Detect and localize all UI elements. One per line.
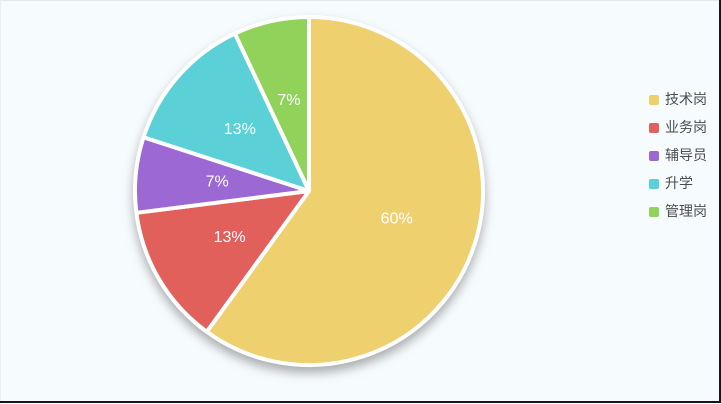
legend-color-swatch [649, 94, 659, 105]
slice-percentage-label: 13% [214, 229, 246, 246]
legend-color-swatch [649, 178, 659, 189]
legend-item-label: 辅导员 [665, 147, 707, 163]
slice-percentage-label: 13% [224, 121, 256, 138]
legend-item-4[interactable]: 管理岗 [649, 200, 707, 223]
pie-slice-0[interactable] [204, 15, 486, 367]
legend-item-0[interactable]: 技术岗 [649, 88, 707, 111]
slice-percentage-label: 7% [277, 92, 300, 109]
pie-slice-4[interactable] [232, 15, 311, 193]
legend-item-2[interactable]: 辅导员 [649, 144, 707, 167]
legend-item-3[interactable]: 升学 [649, 172, 707, 195]
slice-percentage-label: 7% [206, 174, 229, 191]
pie-slice-1[interactable] [134, 189, 311, 334]
legend-item-label: 业务岗 [665, 119, 707, 135]
legend-item-1[interactable]: 业务岗 [649, 116, 707, 139]
chart-legend: 技术岗业务岗辅导员升学管理岗 [649, 88, 707, 223]
legend-item-label: 升学 [665, 175, 693, 191]
pie-slice-3[interactable] [141, 31, 311, 193]
legend-color-swatch [649, 122, 659, 133]
legend-item-label: 管理岗 [665, 203, 707, 219]
slice-percentage-label: 60% [381, 211, 413, 228]
legend-color-swatch [649, 150, 659, 161]
legend-item-label: 技术岗 [665, 91, 707, 107]
legend-color-swatch [649, 206, 659, 217]
